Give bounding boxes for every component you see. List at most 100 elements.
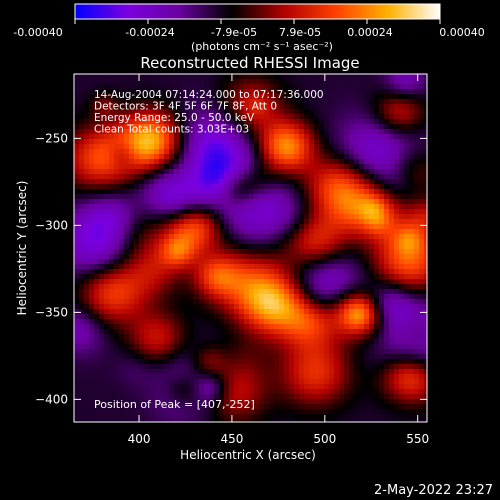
heatmap-cell (199, 169, 205, 175)
heatmap-cell (154, 234, 160, 240)
heatmap-cell (424, 169, 427, 175)
heatmap-cell (154, 314, 160, 320)
heatmap-cell (254, 339, 260, 345)
heatmap-cell (349, 299, 355, 305)
heatmap-cell (109, 199, 115, 205)
heatmap-cell (114, 259, 120, 265)
heatmap-cell (339, 409, 345, 415)
heatmap-cell (329, 204, 335, 210)
heatmap-cell (134, 84, 140, 90)
heatmap-cell (94, 104, 100, 110)
heatmap-cell (359, 414, 365, 420)
heatmap-cell (104, 234, 110, 240)
heatmap-cell (279, 144, 285, 150)
heatmap-cell (339, 84, 345, 90)
heatmap-cell (214, 114, 220, 120)
heatmap-cell (384, 179, 390, 185)
heatmap-cell (164, 249, 170, 255)
heatmap-cell (74, 279, 80, 285)
heatmap-cell (364, 314, 370, 320)
heatmap-cell (274, 264, 280, 270)
heatmap-cell (234, 414, 240, 420)
heatmap-cell (374, 344, 380, 350)
heatmap-cell (284, 344, 290, 350)
heatmap-cell (264, 204, 270, 210)
heatmap-cell (314, 219, 320, 225)
heatmap-cell (304, 349, 310, 355)
heatmap-cell (119, 279, 125, 285)
heatmap-cell (274, 364, 280, 370)
heatmap-cell (294, 239, 300, 245)
heatmap-cell (284, 139, 290, 145)
heatmap-cell (399, 89, 405, 95)
heatmap-cell (279, 309, 285, 315)
heatmap-cell (89, 104, 95, 110)
heatmap-cell (89, 154, 95, 160)
heatmap-cell (194, 119, 200, 125)
heatmap-cell (414, 304, 420, 310)
heatmap-cell (124, 79, 130, 85)
heatmap-cell (239, 164, 245, 170)
heatmap-cell (264, 124, 270, 130)
heatmap-cell (164, 94, 170, 100)
heatmap-cell (329, 399, 335, 405)
heatmap-cell (309, 279, 315, 285)
heatmap-cell (264, 179, 270, 185)
heatmap-cell (84, 209, 90, 215)
colorbar-tick-label: -0.00040 (13, 26, 62, 39)
heatmap-cell (74, 284, 80, 290)
heatmap-cell (414, 414, 420, 420)
heatmap-cell (179, 419, 185, 422)
heatmap-cell (144, 364, 150, 370)
heatmap-cell (339, 264, 345, 270)
heatmap-cell (129, 299, 135, 305)
heatmap-cell (294, 219, 300, 225)
heatmap-cell (119, 389, 125, 395)
heatmap-cell (304, 339, 310, 345)
heatmap-cell (194, 84, 200, 90)
heatmap-cell (234, 154, 240, 160)
heatmap-cell (319, 164, 325, 170)
heatmap-cell (224, 239, 230, 245)
heatmap-cell (139, 374, 145, 380)
heatmap-cell (244, 204, 250, 210)
heatmap-cell (324, 394, 330, 400)
heatmap-cell (129, 229, 135, 235)
heatmap-cell (114, 204, 120, 210)
heatmap-cell (309, 154, 315, 160)
heatmap-cell (194, 199, 200, 205)
heatmap-cell (289, 389, 295, 395)
heatmap-cell (259, 289, 265, 295)
heatmap-cell (249, 234, 255, 240)
heatmap-cell (74, 289, 80, 295)
heatmap-cell (169, 104, 175, 110)
heatmap-cell (369, 194, 375, 200)
heatmap-cell (104, 389, 110, 395)
heatmap-cell (74, 169, 80, 175)
heatmap-cell (179, 339, 185, 345)
heatmap-cell (124, 104, 130, 110)
heatmap-cell (244, 299, 250, 305)
heatmap-cell (284, 149, 290, 155)
heatmap-cell (354, 119, 360, 125)
heatmap-cell (394, 409, 400, 415)
heatmap-cell (419, 354, 425, 360)
heatmap-cell (379, 404, 385, 410)
heatmap-cell (239, 394, 245, 400)
heatmap-cell (244, 329, 250, 335)
heatmap-cell (129, 109, 135, 115)
heatmap-cell (334, 259, 340, 265)
heatmap-cell (379, 374, 385, 380)
heatmap-cell (254, 154, 260, 160)
heatmap-cell (374, 329, 380, 335)
heatmap-cell (154, 224, 160, 230)
heatmap-cell (424, 314, 427, 320)
heatmap-cell (284, 234, 290, 240)
heatmap-cell (334, 344, 340, 350)
heatmap-cell (169, 309, 175, 315)
heatmap-cell (129, 119, 135, 125)
heatmap-cell (79, 74, 85, 80)
heatmap-cell (324, 379, 330, 385)
heatmap-cell (189, 124, 195, 130)
heatmap-cell (124, 139, 130, 145)
